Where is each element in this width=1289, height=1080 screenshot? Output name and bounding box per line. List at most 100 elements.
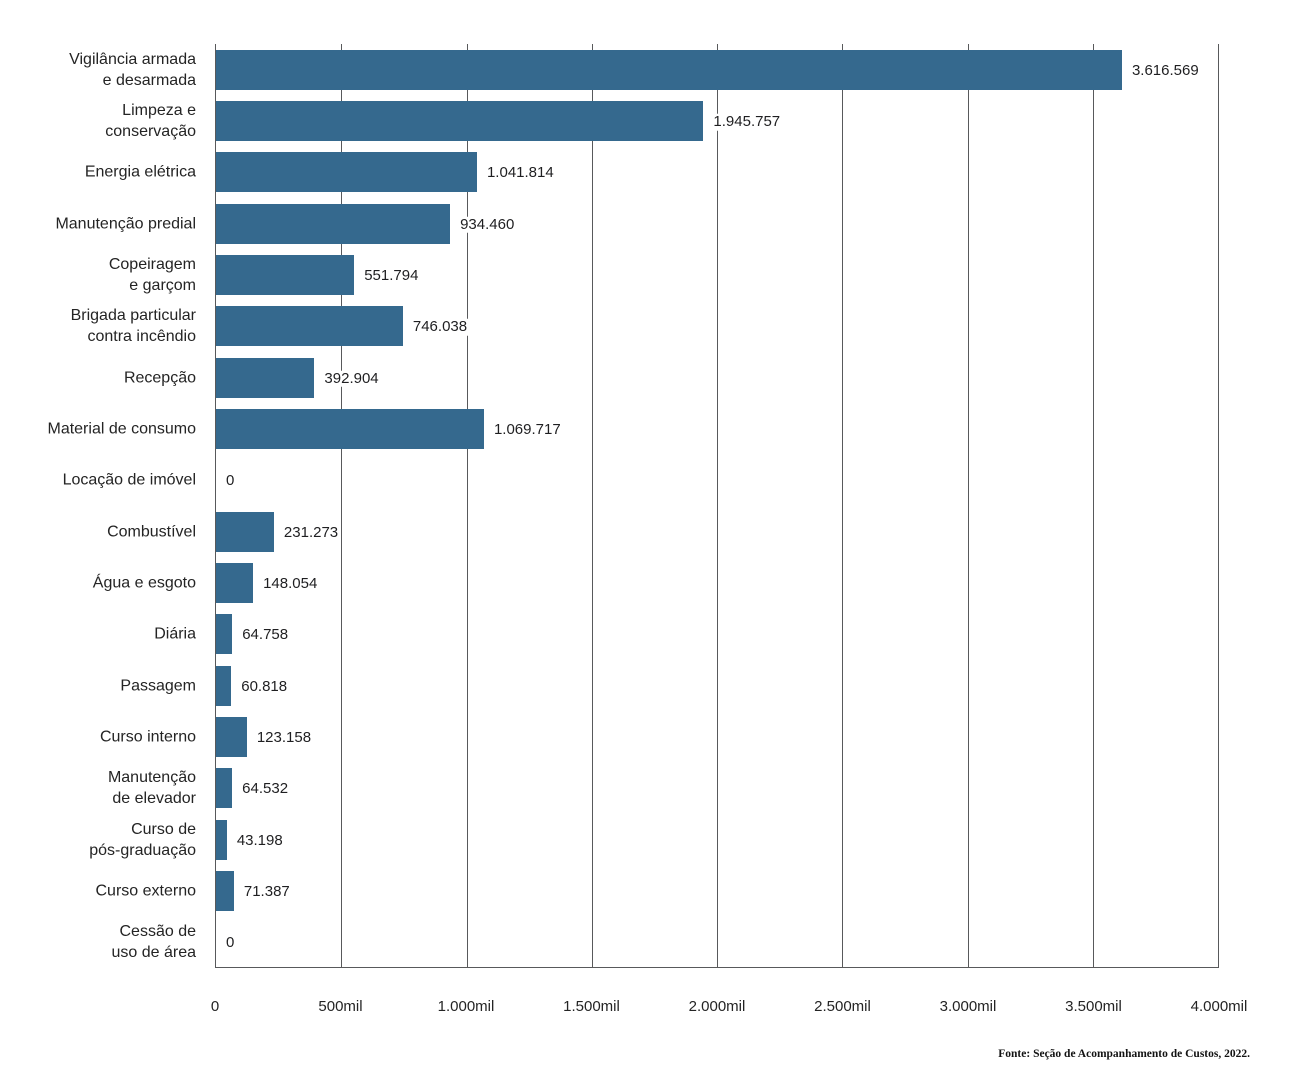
category-label-line: Diária xyxy=(154,625,196,643)
category-label-line: Água e esgoto xyxy=(92,574,196,592)
bar xyxy=(216,819,227,860)
category-label-line: Curso externo xyxy=(95,882,197,900)
bar-value-label: 1.945.757 xyxy=(710,113,784,131)
category-label-line: de elevador xyxy=(112,790,196,808)
category-label: Brigada particular contra incêndio xyxy=(0,305,196,347)
bar-value-label: 60.818 xyxy=(238,678,291,695)
category-label-line: conservação xyxy=(105,123,196,140)
bar xyxy=(216,511,274,552)
x-tick-label: 3.000mil xyxy=(939,998,997,1015)
gridline xyxy=(967,44,969,967)
category-label-line: Curso de xyxy=(131,820,196,838)
x-axis: 0 500mil 1.000mil 1.500mil 2.000mil 2.500mil 3… xyxy=(211,998,1248,1022)
bar xyxy=(216,409,484,449)
category-label-line: Copeiragem xyxy=(108,256,196,273)
category-label-line: Combustível xyxy=(107,523,196,541)
bar xyxy=(216,717,247,757)
category-label: Recepção xyxy=(0,367,196,388)
bar-value-label: 1.069.717 xyxy=(490,421,564,439)
category-label: Cessão de uso de área xyxy=(0,921,196,963)
bar-value-label: 392.904 xyxy=(321,370,382,387)
bar-value-label: 231.273 xyxy=(280,524,342,541)
category-axis: Vigilância armada e desarmada Limpeza e con… xyxy=(0,44,205,968)
gridline xyxy=(842,44,844,967)
category-label-line: Vigilância armada xyxy=(69,50,196,68)
bar xyxy=(216,357,315,398)
x-tick-label: 0 xyxy=(210,998,220,1015)
gridlines-layer xyxy=(216,44,1218,967)
category-label: Limpeza e conservação xyxy=(0,100,196,142)
category-label: Curso interno xyxy=(0,727,196,748)
category-label: Passagem xyxy=(0,675,196,696)
bar-value-label: 64.532 xyxy=(239,781,292,798)
bar-value-label: 746.038 xyxy=(409,319,471,336)
category-label-line: Cessão de xyxy=(119,923,197,941)
category-label: Copeiragem e garçom xyxy=(0,254,196,296)
bar xyxy=(216,255,355,295)
category-label: Locação de imóvel xyxy=(0,470,196,491)
bar-value-label: 123.158 xyxy=(253,729,315,747)
bar-value-label: 551.794 xyxy=(361,267,422,285)
category-label-line: Energia elétrica xyxy=(84,163,196,181)
category-label: Energia elétrica xyxy=(0,162,196,183)
bar-value-label: 43.198 xyxy=(233,832,286,849)
category-label: Material de consumo xyxy=(0,419,196,440)
x-tick-label: 2.500mil xyxy=(814,998,871,1015)
bar xyxy=(216,152,477,193)
category-label-line: contra incêndio xyxy=(87,328,196,346)
gridline xyxy=(1092,44,1094,967)
bar-value-label: 934.460 xyxy=(457,216,518,233)
category-label: Combustível xyxy=(0,521,196,542)
bar xyxy=(216,768,233,809)
plot-area: 3.616.569 1.945.757 1.041.814 934.460 551.79… xyxy=(215,44,1219,968)
category-label: Vigilância armada e desarmada xyxy=(0,49,196,91)
category-label-line: e desarmada xyxy=(102,71,196,89)
category-label: Manutenção de elevador xyxy=(0,767,196,809)
category-label-line: Brigada particular xyxy=(70,307,196,325)
source-note: Fonte: Seção de Acompanhamento de Custos… xyxy=(998,1048,1250,1060)
category-label-line: Locação de imóvel xyxy=(62,471,196,489)
x-tick-label: 2.000mil xyxy=(688,998,746,1015)
category-label: Água e esgoto xyxy=(0,573,196,594)
category-label: Diária xyxy=(0,624,196,645)
category-label-line: Recepção xyxy=(123,369,196,387)
bar xyxy=(216,203,451,244)
x-tick-label: 3.500mil xyxy=(1065,998,1122,1015)
category-label: Curso externo xyxy=(0,881,197,902)
bar-value-label: 3.616.569 xyxy=(1128,62,1202,79)
category-label-line: e garçom xyxy=(129,277,196,294)
bar xyxy=(216,871,234,911)
gridline xyxy=(591,44,593,967)
category-label-line: Passagem xyxy=(120,677,196,695)
category-label-line: Limpeza e xyxy=(122,102,196,119)
category-label: Curso de pós-graduação xyxy=(0,819,196,861)
bar xyxy=(216,101,704,141)
bar-value-label: 1.041.814 xyxy=(483,165,557,182)
category-label-line: Manutenção predial xyxy=(55,215,196,233)
bar xyxy=(216,306,403,347)
bar-value-label: 64.758 xyxy=(239,627,292,644)
bar xyxy=(216,614,233,655)
category-label: Manutenção predial xyxy=(0,213,196,234)
x-tick-label: 1.500mil xyxy=(563,998,620,1015)
category-label-line: uso de área xyxy=(111,944,196,962)
bar xyxy=(216,665,232,706)
gridline xyxy=(717,44,718,967)
gridline xyxy=(341,44,343,967)
bar xyxy=(216,563,254,603)
bars-layer: 3.616.569 1.945.757 1.041.814 934.460 551.79… xyxy=(216,44,1218,967)
category-label-line: Material de consumo xyxy=(47,420,196,438)
x-tick-label: 500mil xyxy=(318,998,363,1015)
gridline xyxy=(466,44,468,967)
bar xyxy=(216,49,1122,90)
category-label-line: Manutenção xyxy=(107,769,196,787)
bar-value-label: 0 xyxy=(223,473,238,490)
bar-value-label: 71.387 xyxy=(240,883,293,901)
category-label-line: Curso interno xyxy=(99,728,196,746)
category-label-line: pós-graduação xyxy=(89,841,196,859)
bar-value-label: 0 xyxy=(223,935,238,952)
x-tick-label: 4.000mil xyxy=(1190,998,1248,1015)
x-tick-label: 1.000mil xyxy=(437,998,495,1015)
bar-value-label: 148.054 xyxy=(260,575,321,593)
